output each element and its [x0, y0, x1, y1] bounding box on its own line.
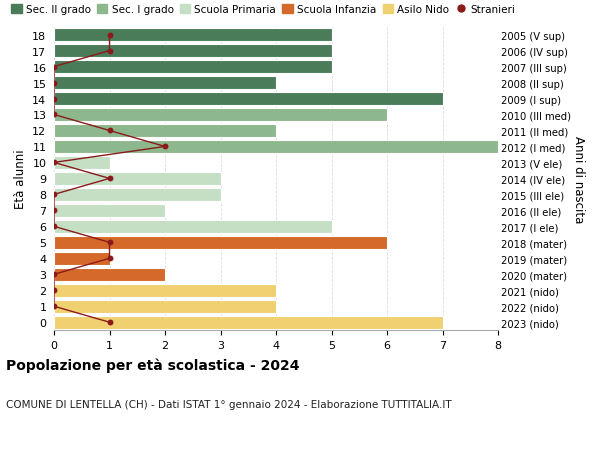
Bar — [54, 125, 276, 138]
Point — [49, 80, 59, 87]
Text: Popolazione per età scolastica - 2024: Popolazione per età scolastica - 2024 — [6, 358, 299, 373]
Bar — [54, 316, 443, 329]
Bar — [54, 252, 110, 265]
Bar — [54, 173, 221, 185]
Point — [105, 48, 115, 55]
Point — [49, 159, 59, 167]
Bar — [54, 93, 443, 106]
Bar — [54, 284, 276, 297]
Point — [105, 175, 115, 183]
Bar — [54, 29, 331, 42]
Point — [49, 223, 59, 230]
Y-axis label: Età alunni: Età alunni — [14, 149, 26, 209]
Point — [105, 128, 115, 135]
Point — [49, 271, 59, 278]
Bar — [54, 140, 498, 154]
Bar — [54, 236, 387, 249]
Point — [49, 191, 59, 199]
Bar — [54, 109, 387, 122]
Bar — [54, 268, 165, 281]
Point — [49, 64, 59, 71]
Point — [105, 32, 115, 39]
Y-axis label: Anni di nascita: Anni di nascita — [572, 135, 584, 223]
Bar — [54, 188, 221, 202]
Bar — [54, 300, 276, 313]
Point — [49, 95, 59, 103]
Point — [49, 207, 59, 214]
Bar — [54, 77, 276, 90]
Point — [49, 303, 59, 310]
Bar — [54, 45, 331, 58]
Point — [160, 144, 170, 151]
Point — [105, 255, 115, 263]
Legend: Sec. II grado, Sec. I grado, Scuola Primaria, Scuola Infanzia, Asilo Nido, Stran: Sec. II grado, Sec. I grado, Scuola Prim… — [11, 5, 515, 15]
Point — [105, 239, 115, 246]
Bar — [54, 61, 331, 74]
Bar — [54, 157, 110, 170]
Point — [49, 112, 59, 119]
Bar — [54, 220, 331, 233]
Text: COMUNE DI LENTELLA (CH) - Dati ISTAT 1° gennaio 2024 - Elaborazione TUTTITALIA.I: COMUNE DI LENTELLA (CH) - Dati ISTAT 1° … — [6, 399, 452, 409]
Point — [105, 319, 115, 326]
Bar — [54, 204, 165, 218]
Point — [49, 287, 59, 294]
